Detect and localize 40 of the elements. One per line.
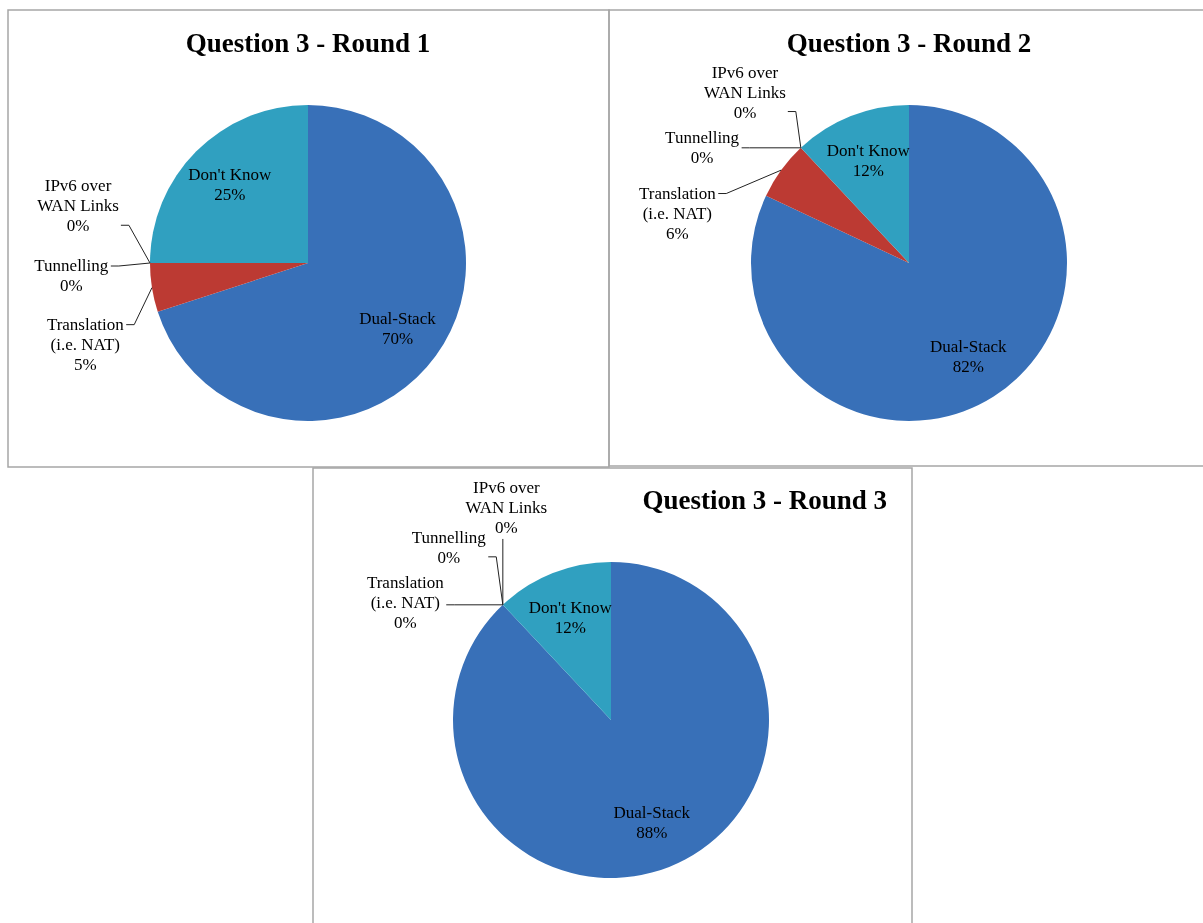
pie-slice	[453, 562, 769, 878]
slice-label: Translation (i.e. NAT)	[638, 183, 717, 223]
chart-title: Question 3 - Round 1	[185, 28, 431, 58]
slice-label: Translation (i.e. NAT)	[46, 314, 125, 354]
slice-label: Don't Know	[188, 165, 272, 185]
category-label: Tunnelling	[411, 527, 486, 547]
slice-label: Dual-Stack	[930, 336, 1007, 356]
data-label: 82%	[952, 356, 984, 376]
chart-title: Question 3 - Round 2	[786, 28, 1032, 58]
pie-slice	[157, 105, 466, 421]
slice-label: Don't Know	[826, 140, 911, 160]
slice-label: Dual-Stack	[359, 308, 437, 328]
pie-slice	[800, 105, 909, 263]
pie-slice	[150, 263, 308, 312]
category-label: IPv6 over WAN Links	[37, 176, 119, 216]
text: 0%	[66, 216, 90, 236]
text: 0%	[690, 147, 714, 167]
data-label: 12%	[852, 160, 884, 180]
data-label: 12%	[554, 617, 586, 637]
category-label: IPv6 over WAN Links	[704, 62, 786, 102]
pie-slice	[766, 147, 909, 263]
data-label: 70%	[381, 328, 414, 348]
chart-title: Question 3 - Round 3	[642, 485, 887, 515]
text: 0%	[437, 547, 461, 567]
text: 0%	[394, 612, 417, 632]
category-label: Translation (i.e. NAT)	[366, 572, 444, 612]
slice-label: Don't Know	[528, 597, 613, 617]
data-label: 6%	[666, 223, 689, 243]
text: 0%	[733, 102, 757, 122]
category-label: Tunnelling	[665, 127, 740, 147]
data-label: 5%	[73, 354, 97, 374]
text: 0%	[495, 517, 518, 537]
text: 0%	[59, 276, 83, 295]
legend-label: Tunnelling	[34, 256, 109, 275]
pie-slice	[502, 562, 611, 720]
data-label: 88%	[636, 823, 668, 843]
pie-slice	[150, 105, 308, 263]
slice-label: Dual-Stack	[613, 803, 691, 823]
category-label: IPv6 over WAN Links	[465, 477, 548, 517]
data-label: 25%	[214, 185, 246, 205]
